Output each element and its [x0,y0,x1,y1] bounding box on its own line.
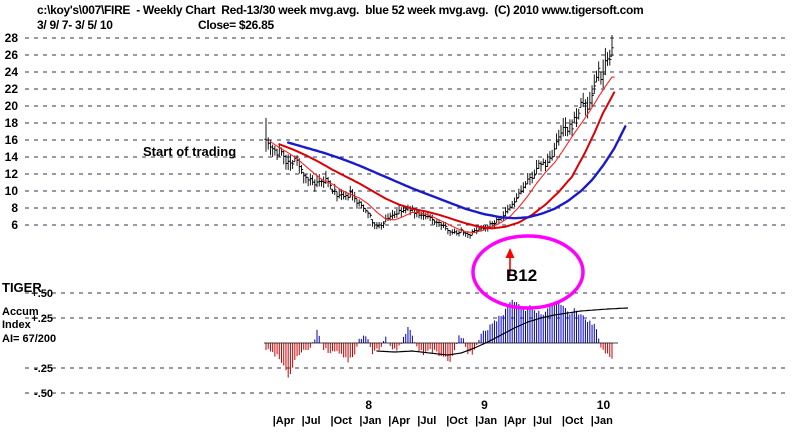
start-of-trading-annotation: Start of trading [143,144,237,159]
b12-signal-annotation: B12 [506,266,538,285]
price-tick-label: 6 [11,218,18,232]
ma-30-week-line [278,91,616,230]
month-tick-label: |Jul [302,415,321,427]
year-tick-label: 9 [481,398,488,412]
month-tick-label: |Oct [562,415,584,427]
month-tick-label: |Jan [591,415,613,427]
ai-axis-labels: +.50 +.25 -.25 -.50 [31,288,53,400]
price-tick-label: 8 [11,201,18,215]
price-tick-label: 16 [5,133,19,147]
tiger-panel-title: TIGER [2,280,42,295]
price-tick-label: 14 [5,150,19,164]
price-tick-label: 20 [5,99,19,113]
year-tick-label: 8 [365,398,372,412]
ai-tick-label: -.25 [34,363,53,375]
price-tick-label: 18 [5,116,19,130]
month-tick-label: |Apr [388,415,411,427]
month-tick-label: |Apr [504,415,527,427]
chart-title: c:\koy's\007\FIRE - Weekly Chart Red-13/… [37,3,644,17]
ai-value-label: AI= 67/200 [2,333,57,345]
ai-tick-label: +.50 [31,288,53,300]
ma-13-week-line [269,76,615,234]
price-tick-label: 10 [5,184,19,198]
month-tick-label: |Jan [359,415,381,427]
month-tick-label: |Jan [475,415,497,427]
price-tick-label: 22 [5,82,19,96]
month-tick-label: |Apr [273,415,296,427]
month-tick-label: |Jul [533,415,552,427]
ai-histogram [265,299,613,378]
price-axis-labels: 28 26 24 22 20 18 16 14 12 10 8 6 [5,31,19,232]
ma-52-week-line [287,125,627,220]
index-label: Index [2,319,31,331]
month-tick-label: |Oct [331,415,353,427]
month-tick-label: |Jul [417,415,436,427]
time-axis-labels: |Apr |Jul |Oct |Jan |Apr |Jul |Oct |Jan |Apr |Jul… [273,398,613,427]
ai-moving-average-line [376,307,629,356]
b12-ellipse-annotation [471,234,585,310]
ai-tick-label: +.25 [31,313,53,325]
accum-label: Accum [2,306,39,318]
price-tick-label: 12 [5,167,19,181]
ai-gridlines [25,292,787,394]
close-price-label: Close= $26.85 [198,18,274,32]
date-range-label: 3/ 9/ 7- 3/ 5/ 10 [37,18,113,32]
price-tick-label: 24 [5,65,19,79]
price-gridlines [25,37,787,226]
price-tick-label: 28 [5,31,19,45]
month-tick-label: |Oct [446,415,468,427]
up-arrow-icon [505,248,515,276]
price-tick-label: 26 [5,48,19,62]
price-bars [264,35,614,239]
year-tick-label: 10 [597,398,611,412]
ai-tick-label: -.50 [34,388,53,400]
